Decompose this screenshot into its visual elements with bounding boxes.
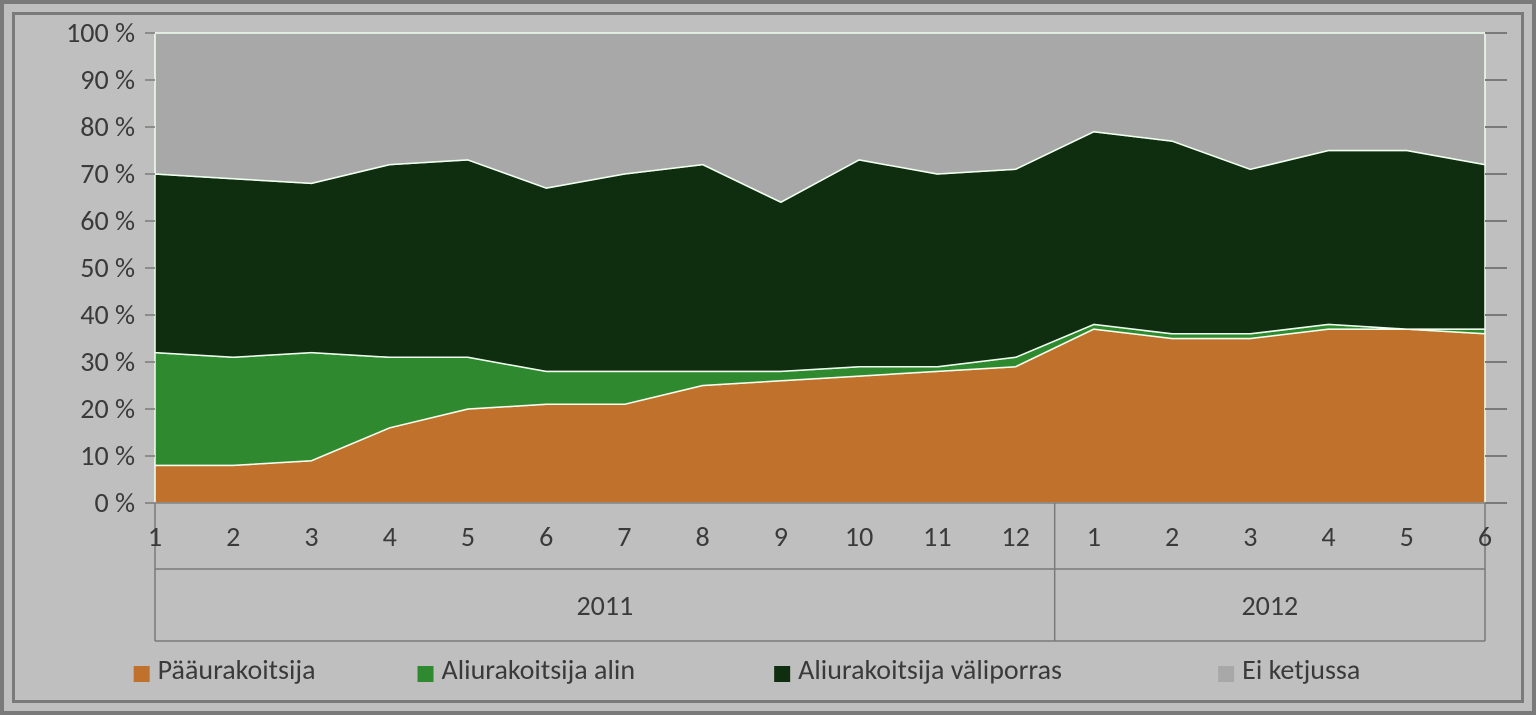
legend-label: Aliurakoitsija väliporras: [798, 652, 1062, 687]
x-axis-year-label: 2012: [1241, 588, 1298, 623]
x-axis-month-label: 3: [1243, 519, 1257, 554]
x-axis-month-label: 10: [845, 519, 873, 554]
x-axis-month-label: 5: [461, 519, 475, 554]
chart-inner-frame: 0 % 10 % 20 % 30 % 40 % 50 % 60 % 70 % 80 % 90 % 1…: [12, 12, 1524, 703]
y-axis-label: 40 %: [80, 297, 135, 332]
chart-stage: 0 % 10 % 20 % 30 % 40 % 50 % 60 % 70 % 80 % 90 % 1…: [15, 15, 1521, 700]
x-axis-month-label: 1: [148, 519, 162, 554]
legend-label: Pääurakoitsija: [158, 652, 316, 687]
x-axis-year-label: 2011: [576, 588, 633, 623]
legend-swatch: [1218, 666, 1234, 682]
y-axis-label: 20 %: [80, 391, 135, 426]
legend: Pääurakoitsija Aliurakoitsija alin Aliurak…: [134, 652, 1361, 687]
x-axis-month-label: 7: [617, 519, 631, 554]
x-axis-month-label: 2: [226, 519, 240, 554]
x-axis-month-label: 3: [304, 519, 318, 554]
x-axis-month-label: 4: [383, 519, 397, 554]
y-axis-label: 50 %: [80, 250, 135, 285]
chart-outer-frame: 0 % 10 % 20 % 30 % 40 % 50 % 60 % 70 % 80 % 90 % 1…: [0, 0, 1536, 715]
legend-label: Ei ketjussa: [1242, 652, 1360, 687]
legend-swatch: [134, 666, 150, 682]
legend-label: Aliurakoitsija alin: [442, 652, 636, 687]
y-axis-label: 60 %: [80, 203, 135, 238]
x-axis-month-label: 1: [1087, 519, 1101, 554]
x-axis-month-label: 6: [539, 519, 553, 554]
stacked-area-chart: 0 % 10 % 20 % 30 % 40 % 50 % 60 % 70 % 80 % 90 % 1…: [15, 15, 1521, 700]
y-axis-label: 100 %: [66, 15, 135, 50]
y-axis-label: 70 %: [80, 156, 135, 191]
x-axis-month-label: 4: [1321, 519, 1335, 554]
legend-swatch: [418, 666, 434, 682]
y-axis-label: 10 %: [80, 438, 135, 473]
legend-swatch: [774, 666, 790, 682]
y-axis-label: 80 %: [80, 109, 135, 144]
x-axis-month-label: 6: [1478, 519, 1492, 554]
y-axis-label: 30 %: [80, 344, 135, 379]
y-axis-label: 0 %: [94, 485, 135, 520]
x-axis-month-label: 11: [923, 519, 951, 554]
x-axis-month-label: 12: [1001, 519, 1029, 554]
x-axis-month-label: 2: [1165, 519, 1179, 554]
x-axis-month-label: 9: [774, 519, 788, 554]
x-axis-month-label: 8: [696, 519, 710, 554]
x-axis-month-label: 5: [1400, 519, 1414, 554]
y-axis-label: 90 %: [80, 62, 135, 97]
